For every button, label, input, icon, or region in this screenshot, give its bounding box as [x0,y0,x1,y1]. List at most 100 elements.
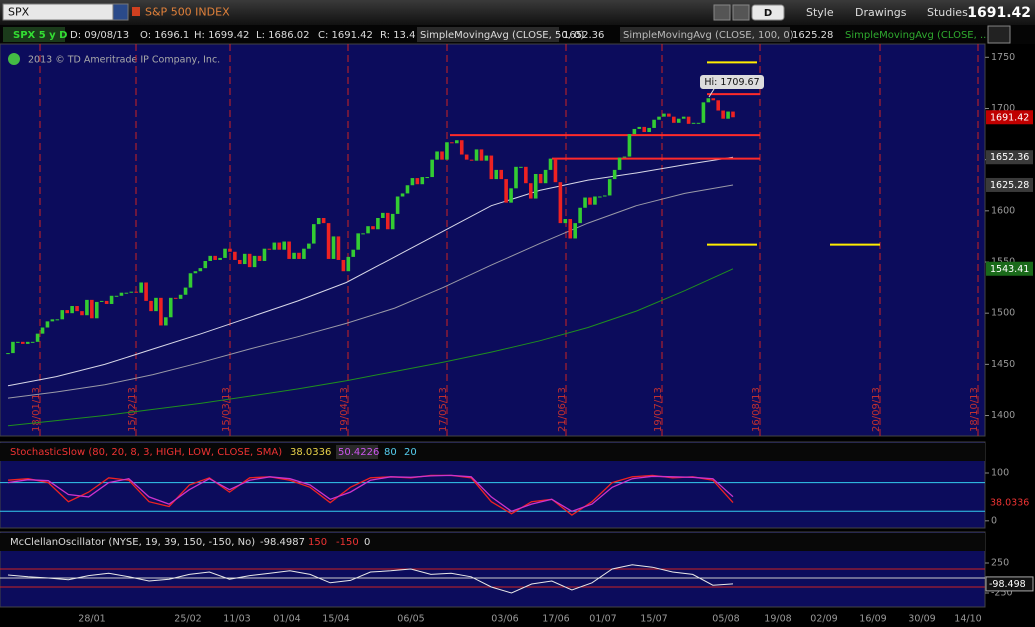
candle [583,197,587,208]
candle [706,98,711,103]
candle [168,297,173,318]
candle [6,353,10,355]
x-tick-label: 19/08 [764,614,791,625]
date-label: 18/10/13 [969,387,980,432]
candle [400,193,405,197]
candle [114,295,119,297]
candle [65,310,69,314]
candle [435,151,439,160]
candle [657,116,661,120]
candle [721,110,725,119]
candle [681,116,686,119]
symbol-icon [132,7,140,16]
candle [233,251,237,260]
x-tick-label: 16/09 [859,614,886,625]
x-tick-label: 15/07 [640,614,667,625]
candle [85,299,89,316]
candle [405,185,410,194]
price-marker [986,177,1033,192]
candle [563,219,568,224]
candle [376,217,380,230]
candle [228,248,232,252]
bar-low: L: 1686.02 [256,30,309,41]
candle [257,255,262,261]
button-label[interactable]: Style [806,6,834,19]
candle [311,224,316,244]
study-value: 1625.28 [792,30,833,41]
candle [55,319,60,321]
candle [208,255,213,261]
y-tick-label: 1500 [991,308,1015,319]
y-tick-label: 0 [991,515,997,526]
candle [213,255,217,260]
candle [612,169,617,180]
hi-label: Hi: 1709.67 [704,77,759,88]
candle [144,282,148,301]
candle [302,248,306,259]
candle [607,179,612,196]
candle [381,212,385,218]
x-tick-label: 01/07 [589,614,616,625]
x-tick-label: 25/02 [174,614,201,625]
study-bg [620,27,790,42]
oscillator-line [7,564,734,594]
candle [119,292,124,296]
y-tick-label: 1450 [991,359,1015,370]
candle [45,321,50,328]
aggregation-button[interactable] [751,4,785,21]
candle [277,242,282,250]
candle [173,297,178,299]
candle [321,217,326,224]
candle [731,111,735,118]
price-panel [0,43,986,437]
y-tick-label: 1700 [991,103,1015,114]
button-label[interactable]: Studies [927,6,968,19]
date-label: 19/04/13 [339,387,350,432]
y-tick-label: 100 [991,468,1009,479]
candle [252,255,257,268]
study-name: SimpleMovingAvg (CLOSE, 100, 0) [623,30,794,41]
candle [94,301,99,319]
x-tick-label: 02/09 [810,614,837,625]
candle [430,159,434,178]
bar-high: H: 1699.42 [194,30,249,41]
candle [415,178,420,185]
date-label: 17/05/13 [438,387,449,432]
candle [129,291,134,293]
candle [489,155,494,180]
candle [198,268,203,272]
osc-marker-label: -98.498 [989,579,1026,590]
candle [242,253,247,265]
study-value: 38.0336 [290,447,331,458]
candle [316,217,321,225]
info-icon[interactable] [8,53,20,65]
price-marker-label: 1625.28 [990,180,1029,191]
x-tick-label: 01/04 [273,614,300,625]
study-bg [417,27,559,42]
candle [445,142,449,160]
candle [662,113,666,117]
chart-settings[interactable] [987,25,1011,44]
symbol-dropdown[interactable] [112,3,129,21]
candle [351,249,356,257]
symbol: SPX [8,6,30,19]
x-tick-label: 17/06 [542,614,569,625]
candle [178,294,183,299]
candle [346,256,351,272]
candle [35,333,40,342]
moving-average [7,268,734,427]
button-label[interactable]: Drawings [855,6,907,19]
moving-average [7,156,734,387]
tool-button[interactable] [713,4,731,21]
candle [676,118,681,123]
candle [25,341,30,344]
candle [20,341,25,344]
candle [642,126,647,133]
tool-button[interactable] [732,4,750,21]
candle [287,241,291,259]
candle [632,128,637,135]
candle [509,188,513,203]
date-label: 19/07/13 [653,387,664,432]
date-label: 18/01/13 [31,387,42,432]
candle [440,151,444,160]
